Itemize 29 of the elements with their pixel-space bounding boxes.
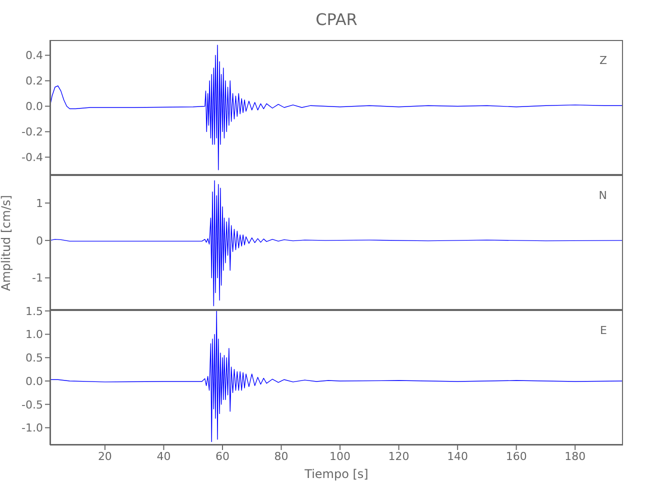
y-tick-label: 0.0 bbox=[26, 100, 43, 114]
y-tick-label: 0.2 bbox=[26, 74, 43, 88]
x-tick-label: 60 bbox=[215, 450, 230, 463]
y-tick-label: 0.0 bbox=[26, 374, 43, 388]
y-tick-label: -0.5 bbox=[22, 398, 43, 412]
y-tick-label: 1.5 bbox=[26, 304, 43, 318]
y-tick-label: -0.4 bbox=[22, 151, 43, 164]
x-tick-label: 100 bbox=[330, 450, 351, 463]
chart-title: CPAR bbox=[314, 10, 358, 29]
y-tick-label: -1 bbox=[32, 272, 43, 285]
y-tick-label: 0.4 bbox=[26, 49, 43, 62]
annotation: E bbox=[600, 324, 607, 337]
x-axis-title: Tiempo [s] bbox=[304, 467, 370, 481]
x-tick-label: 160 bbox=[506, 450, 527, 463]
x-tick-label: 20 bbox=[98, 450, 112, 463]
x-tick-label: 120 bbox=[388, 450, 410, 463]
y-tick-label: 0 bbox=[36, 234, 43, 248]
annotation: Z bbox=[599, 54, 607, 67]
y-tick-label: 1 bbox=[36, 196, 43, 210]
x-tick-label: 180 bbox=[564, 450, 586, 463]
y-tick-label: 1.0 bbox=[26, 328, 43, 342]
y-tick-label: 0.5 bbox=[26, 352, 43, 365]
x-tick-label: 140 bbox=[447, 450, 468, 463]
x-tick-label: 80 bbox=[274, 450, 288, 463]
y-tick-label: -1.0 bbox=[22, 422, 43, 435]
y-axis-title: Amplitud [cm/s] bbox=[0, 194, 13, 290]
annotation: N bbox=[598, 189, 607, 202]
y-tick-label: -0.2 bbox=[22, 126, 43, 139]
x-tick-label: 40 bbox=[156, 450, 171, 463]
